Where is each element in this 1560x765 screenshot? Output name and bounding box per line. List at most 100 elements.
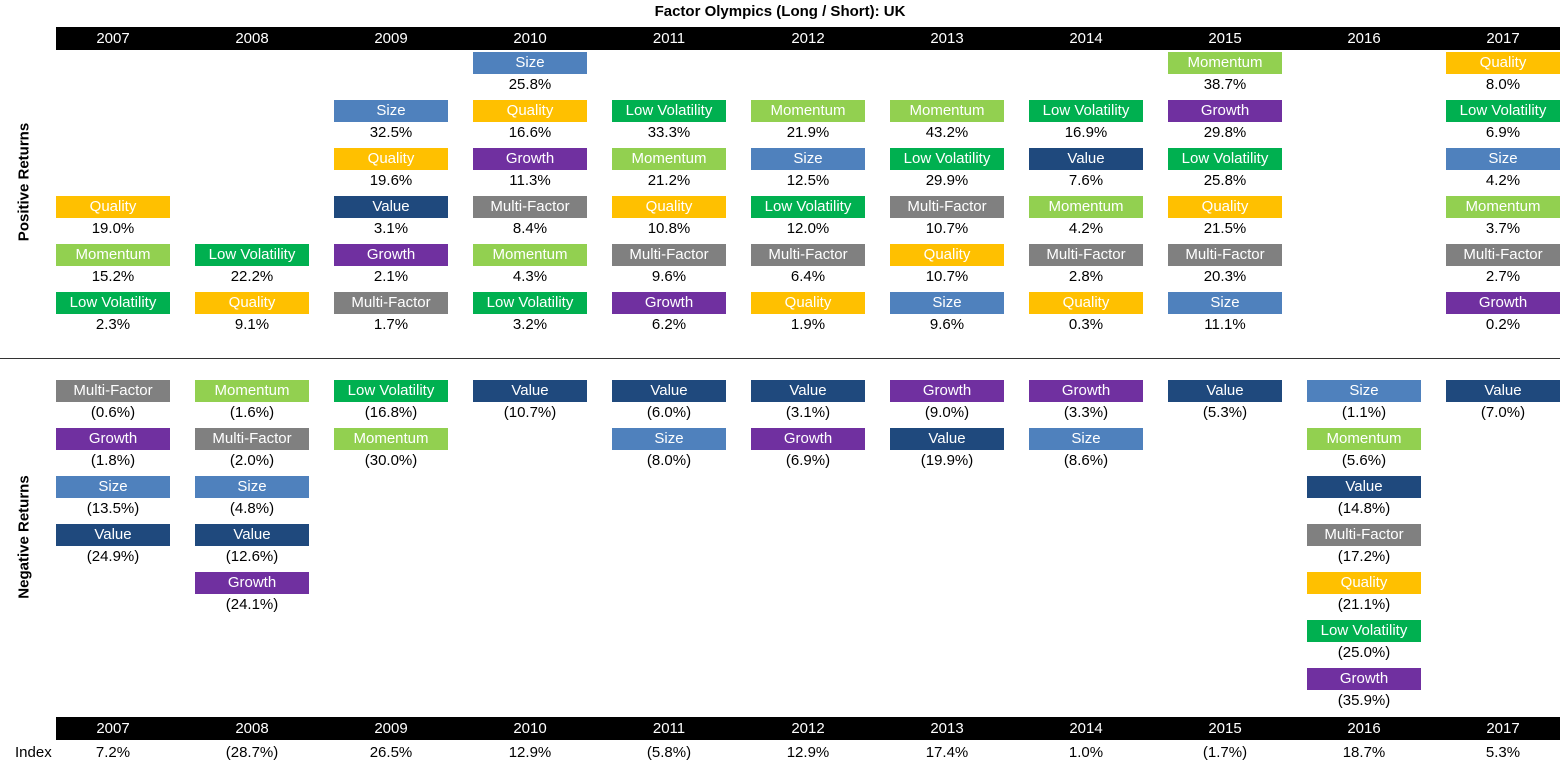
negative-cell-size: Size (1.1%) (1307, 380, 1421, 428)
positive-cell-low-volatility: Low Volatility 33.3% (612, 100, 726, 148)
factor-return-value: (16.8%) (364, 404, 418, 421)
factor-label: Quality (751, 292, 865, 314)
factor-label: Low Volatility (56, 292, 170, 314)
factor-label: Momentum (1029, 196, 1143, 218)
factor-label: Momentum (612, 148, 726, 170)
factor-return-value: 10.7% (925, 268, 969, 285)
factor-return-value: (10.7%) (503, 404, 557, 421)
factor-return-value: 21.2% (647, 172, 691, 189)
factor-return-value: 3.2% (512, 316, 548, 333)
negative-cell-value: Value (7.0%) (1446, 380, 1560, 428)
factor-return-value: 3.1% (373, 220, 409, 237)
factor-label: Size (1307, 380, 1421, 402)
factor-label: Growth (1307, 668, 1421, 690)
positive-cell-momentum: Momentum 43.2% (890, 100, 1004, 148)
year-header-2017: 2017 (1486, 30, 1520, 47)
factor-return-value: (0.6%) (90, 404, 136, 421)
positive-cell-momentum: Momentum 21.2% (612, 148, 726, 196)
factor-label: Size (334, 100, 448, 122)
negative-cell-value: Value (12.6%) (195, 524, 309, 572)
factor-return-value: (21.1%) (1337, 596, 1391, 613)
positive-cell-low-volatility: Low Volatility 6.9% (1446, 100, 1560, 148)
year-header-2016: 2016 (1347, 30, 1381, 47)
index-value-2015: (1.7%) (1202, 744, 1248, 761)
factor-return-value: 16.6% (508, 124, 552, 141)
positive-cell-low-volatility: Low Volatility 2.3% (56, 292, 170, 340)
factor-label: Multi-Factor (195, 428, 309, 450)
factor-label: Growth (751, 428, 865, 450)
factor-return-value: 2.8% (1068, 268, 1104, 285)
factor-return-value: (3.1%) (785, 404, 831, 421)
factor-label: Quality (612, 196, 726, 218)
factor-return-value: 10.7% (925, 220, 969, 237)
factor-return-value: 32.5% (369, 124, 413, 141)
positive-cell-value: Value 7.6% (1029, 148, 1143, 196)
year-header-2012: 2012 (791, 720, 825, 737)
factor-label: Multi-Factor (1307, 524, 1421, 546)
factor-return-value: 2.1% (373, 268, 409, 285)
year-header-2008: 2008 (235, 30, 269, 47)
factor-return-value: 38.7% (1203, 76, 1247, 93)
positive-cell-multi-factor: Multi-Factor 6.4% (751, 244, 865, 292)
negative-cell-multi-factor: Multi-Factor (17.2%) (1307, 524, 1421, 572)
year-header-2016: 2016 (1347, 720, 1381, 737)
year-header-2015: 2015 (1208, 720, 1242, 737)
factor-return-value: 11.3% (509, 172, 551, 189)
negative-cell-quality: Quality (21.1%) (1307, 572, 1421, 620)
factor-label: Momentum (56, 244, 170, 266)
factor-return-value: (17.2%) (1337, 548, 1391, 565)
factor-label: Size (1446, 148, 1560, 170)
negative-returns-label: Negative Returns (15, 475, 33, 599)
factor-return-value: 7.6% (1068, 172, 1104, 189)
factor-return-value: (1.6%) (229, 404, 275, 421)
negative-cell-growth: Growth (9.0%) (890, 380, 1004, 428)
factor-label: Size (473, 52, 587, 74)
factor-return-value: (35.9%) (1337, 692, 1391, 709)
positive-cell-quality: Quality 10.8% (612, 196, 726, 244)
positive-cell-momentum: Momentum 38.7% (1168, 52, 1282, 100)
negative-cell-value: Value (24.9%) (56, 524, 170, 572)
factor-label: Value (56, 524, 170, 546)
factor-label: Low Volatility (890, 148, 1004, 170)
factor-return-value: (4.8%) (229, 500, 275, 517)
factor-label: Value (473, 380, 587, 402)
factor-label: Value (890, 428, 1004, 450)
negative-cell-value: Value (10.7%) (473, 380, 587, 428)
negative-cell-growth: Growth (24.1%) (195, 572, 309, 620)
year-header-2007: 2007 (96, 720, 130, 737)
factor-return-value: 33.3% (647, 124, 691, 141)
year-header-2010: 2010 (513, 720, 547, 737)
year-header-2011: 2011 (652, 30, 686, 47)
factor-label: Value (751, 380, 865, 402)
factor-label: Growth (612, 292, 726, 314)
factor-label: Low Volatility (751, 196, 865, 218)
factor-return-value: (14.8%) (1337, 500, 1391, 517)
index-value-2011: (5.8%) (646, 744, 692, 761)
factor-return-value: 8.0% (1485, 76, 1521, 93)
negative-cell-value: Value (6.0%) (612, 380, 726, 428)
negative-cell-value: Value (14.8%) (1307, 476, 1421, 524)
factor-label: Low Volatility (334, 380, 448, 402)
positive-cell-multi-factor: Multi-Factor 2.8% (1029, 244, 1143, 292)
positive-cell-quality: Quality 1.9% (751, 292, 865, 340)
factor-label: Growth (1446, 292, 1560, 314)
factor-label: Growth (195, 572, 309, 594)
positive-cell-quality: Quality 19.0% (56, 196, 170, 244)
positive-cell-multi-factor: Multi-Factor 1.7% (334, 292, 448, 340)
factor-label: Momentum (890, 100, 1004, 122)
factor-label: Multi-Factor (1029, 244, 1143, 266)
factor-label: Growth (890, 380, 1004, 402)
negative-cell-momentum: Momentum (5.6%) (1307, 428, 1421, 476)
factor-label: Size (195, 476, 309, 498)
factor-return-value: 15.2% (91, 268, 135, 285)
negative-cell-size: Size (4.8%) (195, 476, 309, 524)
factor-return-value: 4.2% (1485, 172, 1521, 189)
factor-label: Quality (1029, 292, 1143, 314)
positive-cell-quality: Quality 16.6% (473, 100, 587, 148)
index-value-2014: 1.0% (1068, 744, 1104, 761)
factor-return-value: 29.9% (925, 172, 969, 189)
year-header-2012: 2012 (791, 30, 825, 47)
negative-cell-multi-factor: Multi-Factor (0.6%) (56, 380, 170, 428)
factor-label: Value (1168, 380, 1282, 402)
factor-return-value: 4.2% (1068, 220, 1104, 237)
